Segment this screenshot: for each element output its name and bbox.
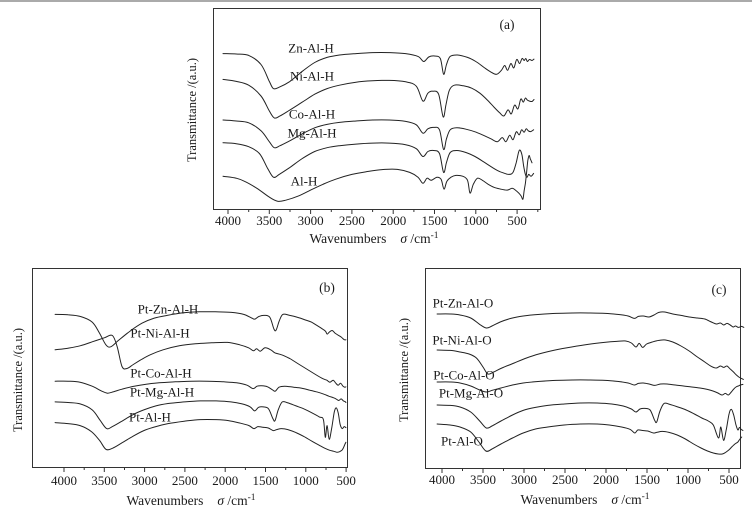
panel-a-x-tick-label: 3000 bbox=[298, 213, 324, 228]
spectrum-curve-pt-mg-al-h bbox=[54, 400, 347, 440]
panel-a-x-tick-label: 2000 bbox=[380, 213, 406, 228]
panel-b-x-tick-label: 500 bbox=[336, 473, 356, 488]
panel-c-label: (c) bbox=[712, 282, 727, 297]
spectrum-curve-pt-ni-al-h bbox=[54, 334, 347, 388]
spectrum-label-pt-mg-al-o: Pt-Mg-Al-O bbox=[439, 386, 503, 401]
panel-a-x-tick-label: 2500 bbox=[339, 213, 365, 228]
panel-b-x-tick-label: 1500 bbox=[253, 473, 279, 488]
spectrum-curve-pt-co-al-h bbox=[54, 380, 347, 403]
panel-a-x-tick-label: 500 bbox=[507, 213, 527, 228]
panel-c-x-tick-label: 3500 bbox=[470, 472, 496, 487]
spectrum-curve-ni-al-h bbox=[222, 78, 535, 119]
spectrum-curve-pt-al-o bbox=[436, 423, 743, 455]
panel-b-x-tick-label: 4000 bbox=[51, 473, 77, 488]
spectrum-label-pt-ni-al-h: Pt-Ni-Al-H bbox=[130, 326, 189, 341]
spectrum-label-pt-zn-al-h: Pt-Zn-Al-H bbox=[138, 302, 199, 317]
panel-a-y-axis-title: Transmittance /(a.u.) bbox=[185, 58, 199, 162]
panel-c-x-tick-label: 500 bbox=[719, 472, 739, 487]
spectrum-curve-pt-ni-al-o bbox=[436, 339, 744, 380]
spectrum-label-co-al-h: Co-Al-H bbox=[289, 106, 335, 121]
panel-c-x-tick-label: 3000 bbox=[511, 472, 537, 487]
spectrum-curve-pt-al-h bbox=[54, 418, 347, 453]
panel-c-x-axis-title: Wavenumbers σ /cm-1 bbox=[520, 492, 649, 507]
panel-b-x-axis-title: Wavenumbers σ /cm-1 bbox=[126, 493, 255, 508]
panel-b-frame bbox=[32, 268, 348, 468]
panel-c-x-tick-label: 1500 bbox=[634, 472, 660, 487]
panel-c-x-tick-label: 4000 bbox=[429, 472, 455, 487]
spectrum-label-pt-ni-al-o: Pt-Ni-Al-O bbox=[432, 333, 491, 348]
panel-a-frame bbox=[213, 8, 541, 210]
spectrum-label-pt-mg-al-h: Pt-Mg-Al-H bbox=[130, 385, 194, 400]
panel-a-x-tick-label: 1000 bbox=[463, 213, 489, 228]
panel-a-x-tick-label: 3500 bbox=[256, 213, 282, 228]
panel-c-frame bbox=[425, 268, 741, 469]
panel-c-y-axis-title: Transmittance /(a.u.) bbox=[397, 318, 411, 422]
spectrum-curve-co-al-h bbox=[222, 119, 535, 151]
panel-c-x-tick-label: 2000 bbox=[593, 472, 619, 487]
spectrum-label-zn-al-h: Zn-Al-H bbox=[288, 41, 334, 56]
spectrum-label-al-h: Al-H bbox=[291, 174, 318, 189]
spectrum-label-ni-al-h: Ni-Al-H bbox=[290, 68, 334, 83]
panel-c-x-tick-label: 2500 bbox=[552, 472, 578, 487]
spectrum-label-pt-zn-al-o: Pt-Zn-Al-O bbox=[433, 296, 494, 311]
spectrum-label-mg-al-h: Mg-Al-H bbox=[287, 126, 336, 141]
spectrum-curve-pt-zn-al-o bbox=[436, 311, 745, 329]
spectrum-label-pt-al-o: Pt-Al-O bbox=[441, 434, 483, 449]
spectrum-label-pt-co-al-o: Pt-Co-Al-O bbox=[433, 368, 494, 383]
panel-a-x-axis-title: Wavenumbers σ /cm-1 bbox=[309, 231, 438, 246]
spectrum-label-pt-al-h: Pt-Al-H bbox=[129, 410, 171, 425]
spectrum-curve-pt-zn-al-h bbox=[54, 311, 347, 348]
panel-c-x-tick-label: 1000 bbox=[675, 472, 701, 487]
panel-a-x-tick-label: 4000 bbox=[215, 213, 241, 228]
panel-b-x-tick-label: 2000 bbox=[212, 473, 238, 488]
spectrum-curve-al-h bbox=[222, 154, 533, 202]
spectrum-curve-pt-mg-al-o bbox=[436, 402, 744, 441]
panel-a-label: (a) bbox=[500, 17, 515, 32]
panel-b-label: (b) bbox=[319, 280, 335, 295]
panel-b-x-tick-label: 3500 bbox=[91, 473, 117, 488]
panel-b-x-tick-label: 1000 bbox=[293, 473, 319, 488]
panel-b-y-axis-title: Transmittance /(a.u.) bbox=[11, 328, 25, 432]
spectrum-curve-zn-al-h bbox=[222, 52, 535, 90]
spectrum-curve-mg-al-h bbox=[222, 142, 535, 178]
spectrum-label-pt-co-al-h: Pt-Co-Al-H bbox=[130, 366, 191, 381]
panel-b-x-tick-label: 3000 bbox=[132, 473, 158, 488]
spectrum-curve-pt-co-al-o bbox=[436, 379, 744, 396]
panel-b-x-tick-label: 2500 bbox=[172, 473, 198, 488]
panel-a-x-tick-label: 1500 bbox=[422, 213, 448, 228]
